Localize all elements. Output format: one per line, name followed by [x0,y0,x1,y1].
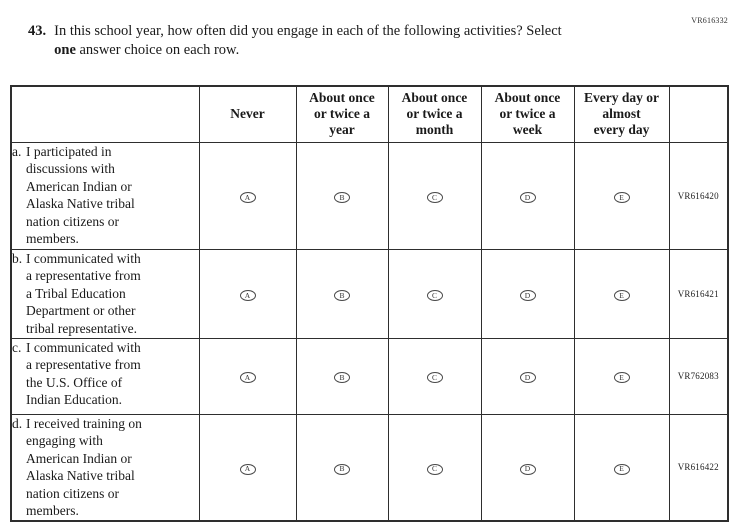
option-bubble-c-D[interactable]: D [519,372,536,384]
row-code-d: VR616422 [668,413,729,522]
option-bubble-d-E[interactable]: E [613,463,630,475]
statement-cell-b: b. I communicated with a representative … [10,248,200,339]
cell-c-week: D [480,337,575,415]
page-corner-code: VR616332 [691,16,728,25]
row-statement-a: I participated in discussions with Ameri… [26,143,135,247]
cell-a-week: D [480,141,575,250]
question-bold-word: one [54,42,76,58]
statement-cell-c: c. I communicated with a representative … [10,337,200,415]
row-code-a: VR616420 [668,141,729,250]
option-bubble-b-C[interactable]: C [426,289,443,301]
question-number: 43. [28,23,47,39]
cell-d-month: C [387,413,482,522]
option-bubble-c-E[interactable]: E [613,372,630,384]
row-letter-d: d. [12,415,23,431]
question-line2-rest: answer choice on each row. [75,42,240,58]
header-row: Never About once or twice a year About o… [10,85,729,143]
question-43: 43. In this school year, how often did y… [28,22,678,60]
option-bubble-c-B[interactable]: B [334,372,350,384]
statement-cell-a: a. I participated in discussions with Am… [10,141,200,250]
question-line1: In this school year, how often did you e… [54,23,562,39]
cell-c-never: A [198,337,297,415]
header-once-twice-year: About once or twice a year [295,85,389,143]
option-bubble-a-B[interactable]: B [334,191,350,203]
cell-a-never: A [198,141,297,250]
row-statement-b: I communicated with a representative fro… [26,250,141,336]
header-every-day: Every day or almost every day [573,85,670,143]
row-letter-a: a. [12,143,22,159]
row-statement-d: I received training on engaging with Ame… [26,415,142,519]
row-code-b: VR616421 [668,248,729,339]
option-bubble-b-B[interactable]: B [334,289,350,301]
option-bubble-a-D[interactable]: D [519,191,536,203]
header-code-blank [668,85,729,143]
option-bubble-d-D[interactable]: D [519,463,536,475]
cell-b-never: A [198,248,297,339]
cell-a-daily: E [573,141,670,250]
option-bubble-b-D[interactable]: D [519,289,536,301]
table-row-c: c. I communicated with a representative … [10,337,729,415]
cell-c-year: B [295,337,389,415]
question-line2: one answer choice on each row. [54,42,239,58]
row-code-c: VR762083 [668,337,729,415]
row-letter-b: b. [12,250,23,266]
cell-a-year: B [295,141,389,250]
cell-d-week: D [480,413,575,522]
cell-b-month: C [387,248,482,339]
cell-b-year: B [295,248,389,339]
response-grid-table: Never About once or twice a year About o… [10,85,729,523]
header-once-twice-month: About once or twice a month [387,85,482,143]
table-row-a: a. I participated in discussions with Am… [10,141,729,250]
cell-d-year: B [295,413,389,522]
option-bubble-c-C[interactable]: C [426,372,443,384]
row-letter-c: c. [12,339,22,355]
header-once-twice-week: About once or twice a week [480,85,575,143]
cell-a-month: C [387,141,482,250]
option-bubble-b-E[interactable]: E [613,289,630,301]
option-bubble-b-A[interactable]: A [239,289,256,301]
option-bubble-c-A[interactable]: A [239,372,256,384]
cell-d-never: A [198,413,297,522]
statement-cell-d: d. I received training on engaging with … [10,413,200,522]
option-bubble-d-A[interactable]: A [239,463,256,475]
cell-b-week: D [480,248,575,339]
table-row-d: d. I received training on engaging with … [10,413,729,522]
cell-b-daily: E [573,248,670,339]
header-blank [10,85,200,143]
row-statement-c: I communicated with a representative fro… [26,339,141,408]
option-bubble-d-C[interactable]: C [426,463,443,475]
option-bubble-a-A[interactable]: A [239,191,256,203]
cell-c-month: C [387,337,482,415]
cell-d-daily: E [573,413,670,522]
option-bubble-d-B[interactable]: B [334,463,350,475]
header-never: Never [198,85,297,143]
option-bubble-a-E[interactable]: E [613,191,630,203]
question-text: In this school year, how often did you e… [54,22,562,60]
cell-c-daily: E [573,337,670,415]
option-bubble-a-C[interactable]: C [426,191,443,203]
table-row-b: b. I communicated with a representative … [10,248,729,339]
